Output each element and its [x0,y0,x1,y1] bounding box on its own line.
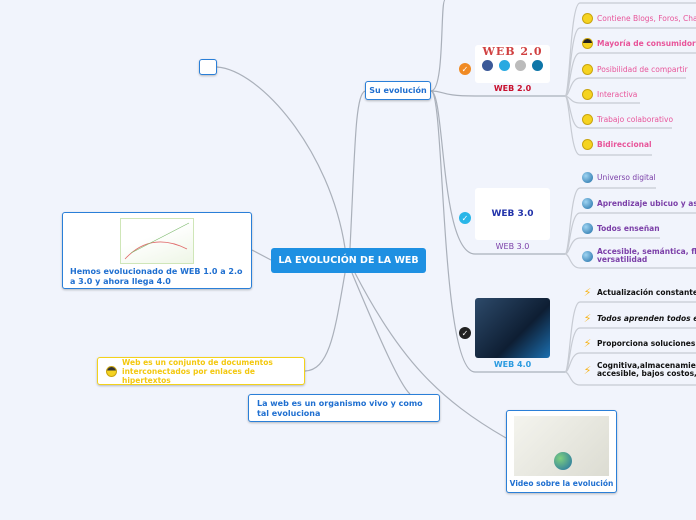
list-item[interactable]: ⚡ Actualización constante [582,286,696,299]
item-line: Universo digital [597,172,656,182]
left-topic-text: Hemos evolucionado de WEB 1.0 a 2.o a 3.… [70,267,243,286]
item-text: Interactiva [597,89,638,99]
video-label: Video sobre la evolución [509,479,614,488]
smiley-icon [582,64,593,75]
evolution-topic[interactable]: Su evolución [365,81,431,100]
item-line: Todos enseñan [597,223,660,233]
surprised-smiley-icon [582,89,593,100]
sunglasses-smiley-icon [582,38,593,49]
web2-image: WEB 2.0 [475,45,550,83]
web3-image: WEB 3.0 [475,188,550,240]
lightning-icon: ⚡ [583,286,592,299]
globe-icon [582,250,593,262]
item-text: Todos enseñan [597,223,660,233]
list-item[interactable]: Accesible, semántica, flex versatilidad [582,248,696,264]
item-text: Universo digital [597,172,656,182]
item-line: versatilidad [597,255,648,264]
central-topic[interactable]: LA EVOLUCIÓN DE LA WEB [271,248,426,273]
item-line: Mayoría de consumidores [597,38,696,48]
list-item[interactable]: Trabajo colaborativo [582,114,673,125]
item-text: Posibilidad de compartir [597,64,688,74]
video-topic[interactable]: Video sobre la evolución [506,410,617,493]
item-line: Proporciona soluciones [597,338,696,348]
item-line: Contiene Blogs, Foros, Chat [597,13,696,23]
globe-icon [582,172,593,183]
web2-image-text: WEB 2.0 [482,45,543,58]
smiley-icon [582,139,593,150]
organism-text: La web es un organismo vivo y como tal e… [257,399,423,418]
list-item[interactable]: Aprendizaje ubicuo y asín [582,198,696,209]
evolution-label: Su evolución [369,86,427,95]
list-item[interactable]: Contiene Blogs, Foros, Chat [582,13,696,24]
item-text: Bidireccional [597,139,652,149]
item-text: Todos aprenden todos en [597,313,696,323]
globe-icon [582,223,593,234]
lightning-icon: ⚡ [583,337,592,350]
list-item[interactable]: ⚡ Proporciona soluciones [582,337,696,350]
item-line: Aprendizaje ubicuo y asín [597,198,696,208]
definition-text: Web es un conjunto de documentos interco… [122,357,273,385]
item-line: Trabajo colaborativo [597,114,674,124]
item-line: Accesible, semántica, flex [597,247,696,256]
list-item[interactable]: Universo digital [582,172,656,183]
web2-label[interactable]: WEB 2.0 [493,84,532,93]
item-line: Cognitiva,almacenamient [597,361,696,370]
item-text: Mayoría de consumidores [597,38,696,48]
left-topic[interactable]: Hemos evolucionado de WEB 1.0 a 2.o a 3.… [62,212,252,289]
smiley-icon [582,13,593,24]
list-item[interactable]: Posibilidad de compartir [582,64,688,75]
item-text: Trabajo colaborativo [597,114,674,124]
lightning-icon: ⚡ [583,363,592,377]
definition-topic[interactable]: Web es un conjunto de documentos interco… [97,357,305,385]
item-line: Actualización constante [597,287,696,297]
check-icon: ✓ [459,327,471,339]
central-title: LA EVOLUCIÓN DE LA WEB [278,255,419,266]
list-item[interactable]: Interactiva [582,89,637,100]
check-icon: ✓ [459,63,471,75]
item-line: Posibilidad de compartir [597,64,688,74]
item-text: Actualización constante [597,287,696,297]
timeline-image [120,218,194,264]
empty-topic[interactable] [199,59,217,75]
web4-label[interactable]: WEB 4.0 [493,360,532,369]
smiley-icon [582,114,593,125]
cool-smiley-icon [106,365,117,377]
globe-icon [554,452,572,470]
item-text: Proporciona soluciones [597,338,696,348]
list-item[interactable]: ⚡ Cognitiva,almacenamient accesible, bajos… [582,362,696,378]
check-icon: ✓ [459,212,471,224]
web4-image [475,298,550,358]
item-line: Todos aprenden todos en [597,313,696,323]
list-item[interactable]: ⚡ Todos aprenden todos en [582,312,696,325]
list-item[interactable]: Mayoría de consumidores [582,38,696,49]
lightning-icon: ⚡ [583,312,592,325]
web3-label[interactable]: WEB 3.0 [495,242,530,251]
item-line: accesible, bajos costos, p [597,369,696,378]
item-text: Accesible, semántica, flex versatilidad [597,248,696,264]
item-line: Bidireccional [597,139,652,149]
list-item[interactable]: Bidireccional [582,139,652,150]
item-line: Interactiva [597,89,638,99]
list-item[interactable]: Todos enseñan [582,223,660,234]
organism-topic[interactable]: La web es un organismo vivo y como tal e… [248,394,440,422]
globe-icon [582,198,593,209]
video-thumbnail[interactable] [514,416,609,476]
item-text: Cognitiva,almacenamient accesible, bajos … [597,362,696,378]
item-text: Contiene Blogs, Foros, Chat [597,13,696,23]
web3-image-text: WEB 3.0 [491,209,534,219]
item-text: Aprendizaje ubicuo y asín [597,198,696,208]
